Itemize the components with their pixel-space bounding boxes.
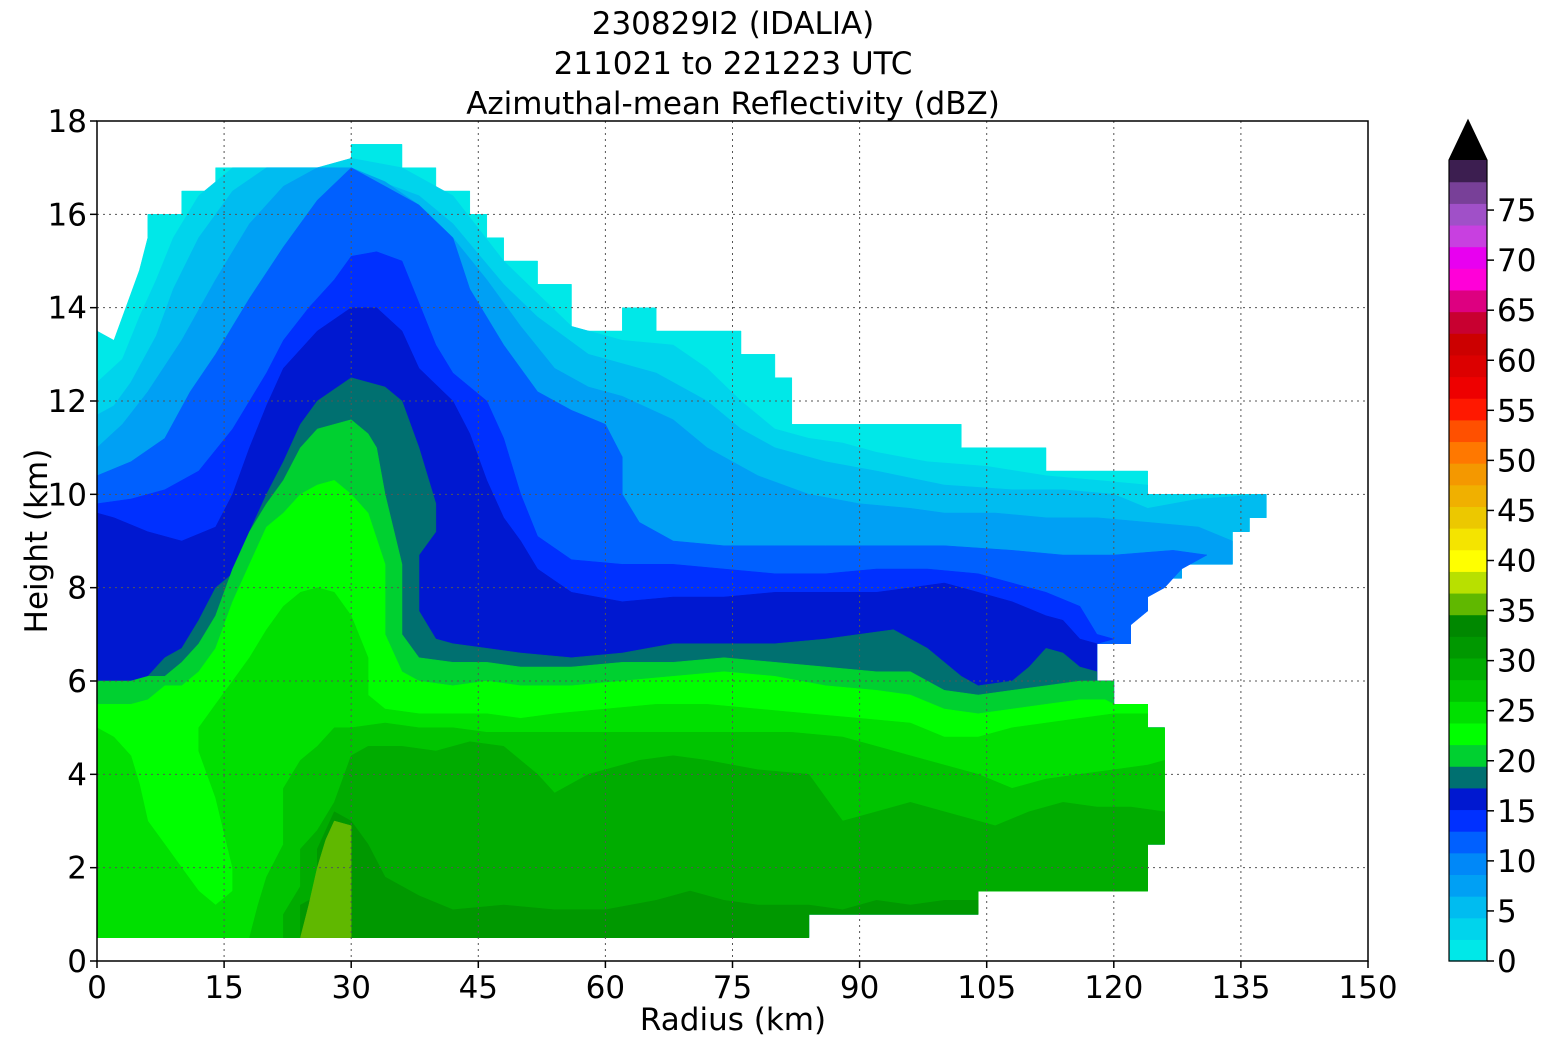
colorbar-swatch xyxy=(1449,528,1487,551)
colorbar-swatch xyxy=(1449,398,1487,421)
reflectivity-level-27-5 xyxy=(283,741,1165,938)
colorbar-tick-label: 0 xyxy=(1497,944,1517,980)
colorbar-tick-label: 15 xyxy=(1497,794,1536,830)
x-tick-label: 60 xyxy=(586,970,625,1006)
y-tick-label: 18 xyxy=(48,104,87,140)
colorbar-swatch xyxy=(1449,311,1487,334)
y-tick-label: 8 xyxy=(67,571,87,607)
colorbar-tick-label: 20 xyxy=(1497,744,1536,780)
grid-lines xyxy=(97,121,1368,961)
x-tick-label: 90 xyxy=(840,970,879,1006)
colorbar-swatch xyxy=(1449,939,1487,962)
colorbar-swatch xyxy=(1449,701,1487,724)
colorbar-tick-label: 45 xyxy=(1497,493,1536,529)
x-axis-label: Radius (km) xyxy=(640,1002,826,1038)
chart-title-line-2: 211021 to 221223 UTC xyxy=(554,46,913,82)
colorbar-tick-label: 25 xyxy=(1497,694,1536,730)
x-tick-label: 75 xyxy=(713,970,752,1006)
colorbar-swatch xyxy=(1449,549,1487,572)
y-tick-label: 4 xyxy=(67,757,87,793)
x-tick-label: 150 xyxy=(1338,970,1397,1006)
colorbar-swatch xyxy=(1449,506,1487,529)
colorbar-tick-label: 70 xyxy=(1497,243,1536,279)
colorbar-tick-label: 55 xyxy=(1497,393,1536,429)
chart-title-line-1: 230829I2 (IDALIA) xyxy=(592,6,875,42)
x-tick-label: 15 xyxy=(204,970,243,1006)
y-tick-label: 16 xyxy=(48,197,87,233)
colorbar-swatch xyxy=(1449,289,1487,313)
colorbar-tick-label: 5 xyxy=(1497,894,1517,930)
colorbar-outline xyxy=(1448,118,1488,962)
x-tick-label: 105 xyxy=(957,970,1016,1006)
x-tick-label: 0 xyxy=(87,970,107,1006)
colorbar-swatch xyxy=(1449,419,1487,443)
colorbar-swatch xyxy=(1449,333,1487,356)
colorbar-swatch xyxy=(1449,787,1487,811)
reflectivity-field xyxy=(97,144,1267,938)
colorbar-swatch xyxy=(1449,722,1487,746)
colorbar-tick-label: 10 xyxy=(1497,844,1536,880)
colorbar-tick-label: 35 xyxy=(1497,594,1536,630)
colorbar-swatch xyxy=(1449,657,1487,681)
colorbar-swatch xyxy=(1449,571,1487,594)
colorbar-swatch xyxy=(1449,744,1487,767)
colorbar-swatch xyxy=(1449,809,1487,832)
colorbar-swatch xyxy=(1449,181,1487,204)
colorbar-swatch xyxy=(1449,224,1487,248)
x-axis: 0 15 30 45 60 75 90 105 120 135 150 xyxy=(87,961,1398,1006)
x-tick-label: 45 xyxy=(459,970,498,1006)
colorbar-tick-label: 75 xyxy=(1497,193,1536,229)
reflectivity-level-29 xyxy=(300,811,979,938)
colorbar-swatch xyxy=(1449,160,1487,183)
chart-title-line-3: Azimuthal-mean Reflectivity (dBZ) xyxy=(466,86,1000,122)
x-tick-label: 30 xyxy=(331,970,370,1006)
colorbar-swatch xyxy=(1449,463,1487,486)
colorbar-swatch xyxy=(1449,831,1487,854)
colorbar-tick-label: 65 xyxy=(1497,293,1536,329)
y-tick-label: 10 xyxy=(48,477,87,513)
colorbar-swatch xyxy=(1449,268,1487,291)
x-tick-label: 135 xyxy=(1211,970,1270,1006)
colorbar-swatch xyxy=(1449,636,1487,659)
colorbar-swatch xyxy=(1449,441,1487,464)
y-tick-label: 6 xyxy=(67,664,87,700)
colorbar-swatch xyxy=(1449,376,1487,399)
colorbar-swatch xyxy=(1449,592,1487,616)
colorbar-tick-label: 60 xyxy=(1497,343,1536,379)
x-tick-label: 120 xyxy=(1084,970,1143,1006)
colorbar-swatch xyxy=(1449,852,1487,876)
y-tick-label: 2 xyxy=(67,851,87,887)
colorbar-swatch xyxy=(1449,766,1487,789)
y-tick-label: 0 xyxy=(67,944,87,980)
colorbar-swatch xyxy=(1449,896,1487,919)
colorbar-swatch xyxy=(1449,917,1487,940)
colorbar-swatch xyxy=(1449,679,1487,702)
colorbar-tick-label: 30 xyxy=(1497,644,1536,680)
colorbar-swatch xyxy=(1449,203,1487,226)
colorbar-swatch xyxy=(1449,614,1487,637)
colorbar-swatch xyxy=(1449,874,1487,897)
colorbar-swatch xyxy=(1449,354,1487,378)
colorbar-swatch xyxy=(1449,484,1487,507)
colorbar-tick-label: 40 xyxy=(1497,544,1536,580)
colorbar: 0 5 10 15 20 25 30 35 40 45 50 55 60 65 70 75 xyxy=(1448,118,1536,980)
y-axis: 0 2 4 6 8 10 12 14 16 18 xyxy=(48,104,97,980)
colorbar-tick-label: 50 xyxy=(1497,443,1536,479)
y-tick-label: 14 xyxy=(48,291,87,327)
y-tick-label: 12 xyxy=(48,384,87,420)
y-axis-label: Height (km) xyxy=(19,449,55,634)
colorbar-swatch xyxy=(1449,246,1487,269)
colorbar-extend-arrow xyxy=(1449,120,1487,160)
